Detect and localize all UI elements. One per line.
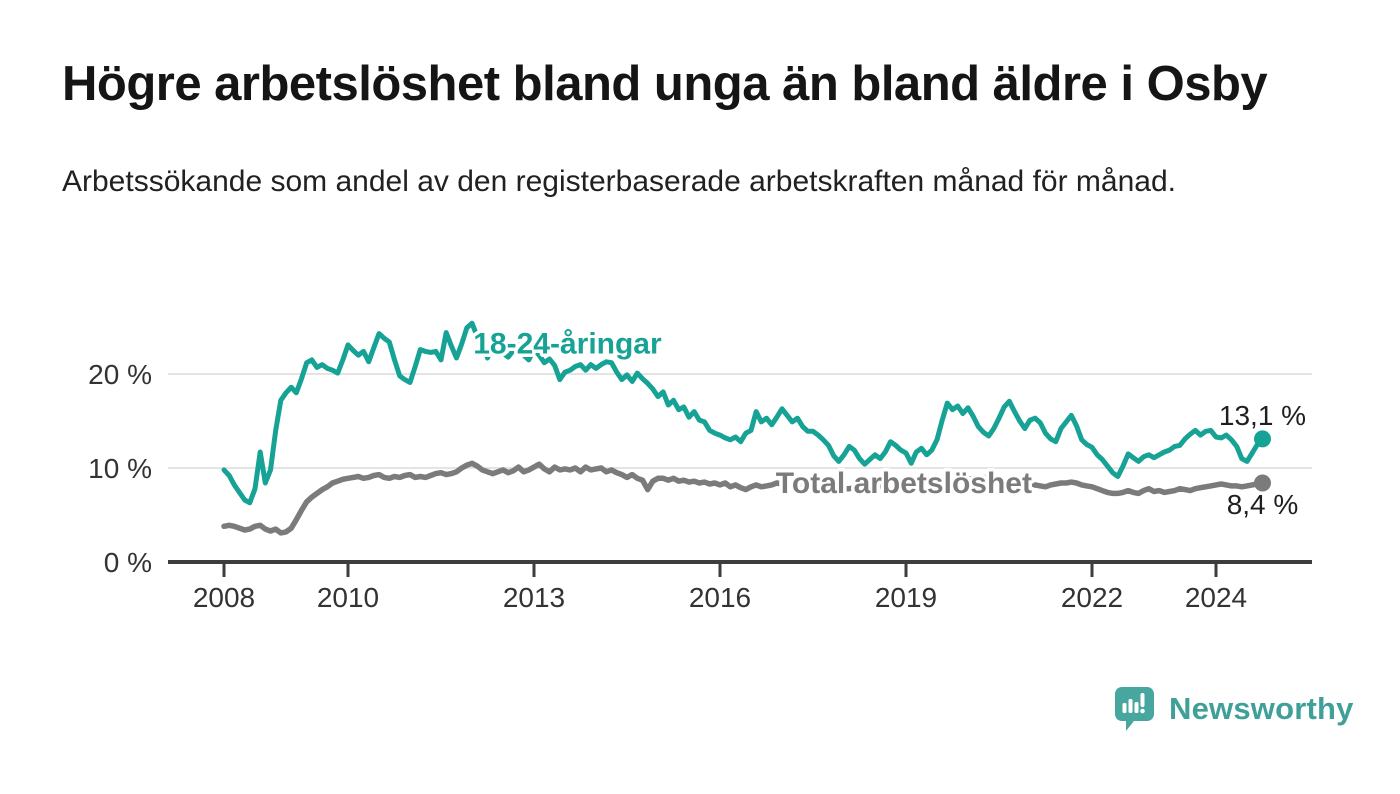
- y-axis-labels: 0 % 10 % 20 %: [88, 359, 152, 578]
- x-tick-label: 2024: [1185, 582, 1247, 613]
- chart-subtitle: Arbetssökande som andel av den registerb…: [62, 165, 1176, 198]
- logo-bars: [1122, 693, 1145, 714]
- series-line-total: [221, 460, 1266, 536]
- newsworthy-logo: Newsworthy: [1114, 686, 1354, 734]
- bar-chart-speech-bubble-icon: [1115, 687, 1154, 731]
- x-tick-label: 2016: [689, 582, 751, 613]
- end-value-label-youth: 13,1 %: [1219, 400, 1306, 431]
- series-label-total: Total arbetslöshet: [776, 467, 1032, 500]
- end-value-label-total: 8,4 %: [1227, 489, 1299, 520]
- series-lines: [221, 320, 1271, 536]
- series-line-youth: [221, 320, 1265, 506]
- x-tick-label: 2013: [503, 582, 565, 613]
- x-axis: 2008 2010 2013 2016 2019 2022 2024: [168, 560, 1312, 613]
- series-label-youth: 18-24-åringar: [473, 327, 662, 360]
- gridlines: [168, 373, 1312, 469]
- newsworthy-wordmark: Newsworthy: [1169, 691, 1354, 726]
- end-dot-total: [1254, 474, 1271, 492]
- chart-title: Högre arbetslöshet bland unga än bland ä…: [62, 57, 1268, 111]
- x-tick-label: 2022: [1061, 582, 1123, 613]
- x-tick-label: 2019: [875, 582, 937, 613]
- series-labels: 18-24-åringar 13,1 % Total arbetslöshet 8,4…: [470, 324, 1309, 523]
- x-tick-label: 2010: [317, 582, 379, 613]
- x-tick-label: 2008: [193, 582, 255, 613]
- y-tick-label: 10 %: [88, 453, 152, 484]
- y-tick-label: 0 %: [104, 547, 152, 578]
- y-tick-label: 20 %: [88, 359, 152, 390]
- end-dot-youth: [1254, 430, 1271, 448]
